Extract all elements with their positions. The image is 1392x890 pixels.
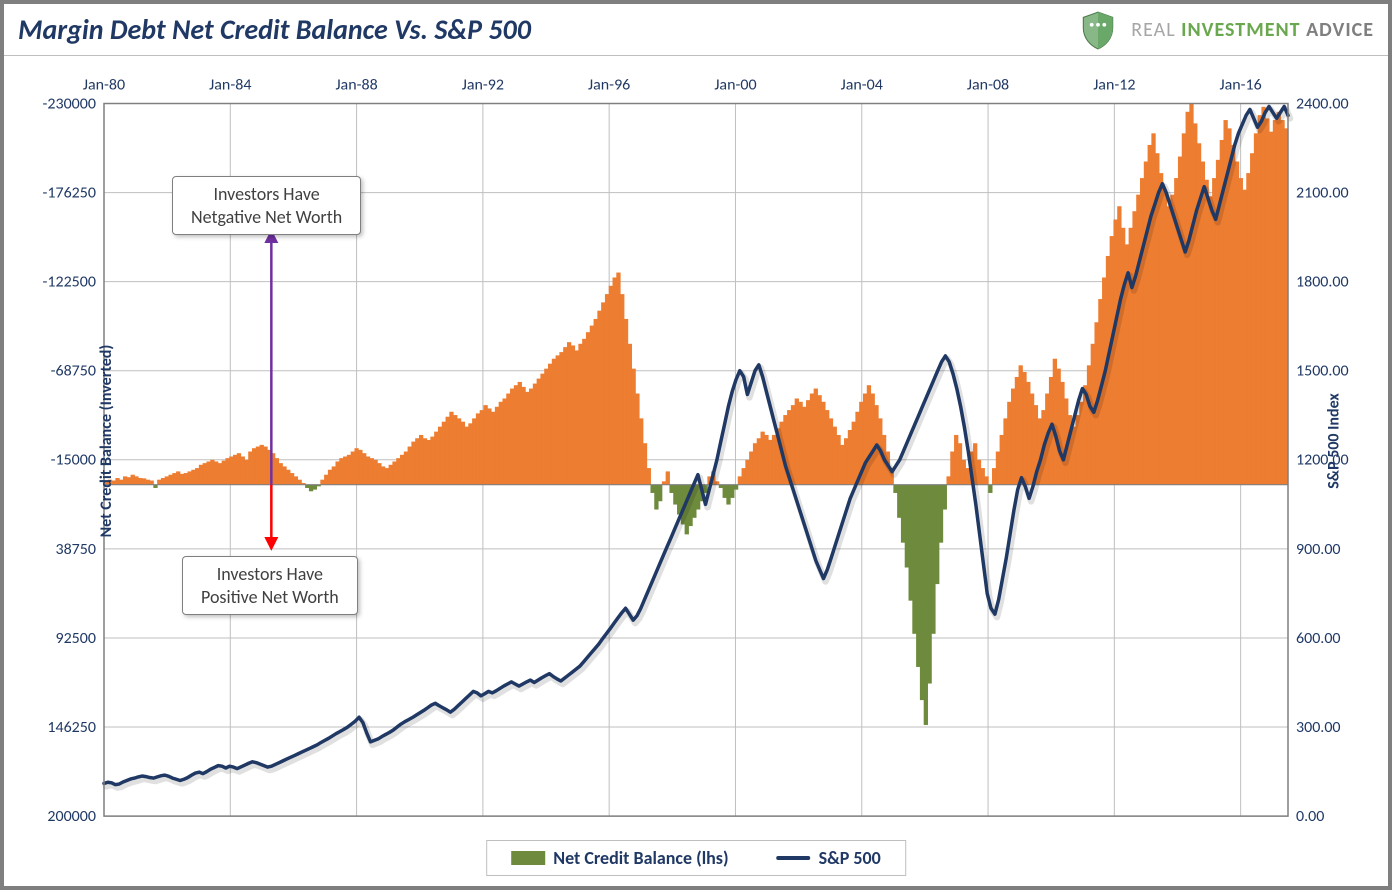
callout-positive-net-worth: Investors Have Positive Net Worth [182,556,358,615]
callout-negative-net-worth: Investors Have Netgative Net Worth [172,176,361,235]
legend-label-b: S&P 500 [819,847,881,869]
chart-title: Margin Debt Net Credit Balance Vs. S&P 5… [18,12,531,47]
svg-text:300.00: 300.00 [1296,718,1341,737]
shield-icon [1077,9,1119,51]
svg-text:Jan-80: Jan-80 [83,76,125,95]
svg-text:Jan-04: Jan-04 [841,76,883,95]
callout-bot-l2: Positive Net Worth [201,586,339,608]
svg-text:92500: 92500 [55,629,96,648]
left-axis-title: Net Credit Balance (Inverted) [97,345,116,538]
callout-bot-l1: Investors Have [217,563,323,585]
svg-text:Jan-12: Jan-12 [1093,76,1135,95]
svg-text:146250: 146250 [47,718,96,737]
svg-text:600.00: 600.00 [1296,629,1341,648]
svg-text:2100.00: 2100.00 [1296,184,1349,203]
svg-text:Jan-08: Jan-08 [967,76,1009,95]
brand-logo: REAL INVESTMENT ADVICE [1077,9,1374,51]
svg-text:Jan-00: Jan-00 [714,76,756,95]
plot-svg: -230000 -176250 -122500 -68750 -15000 38750 92… [4,56,1388,826]
chart-header: Margin Debt Net Credit Balance Vs. S&P 5… [4,4,1388,56]
svg-text:-122500: -122500 [42,273,96,292]
right-axis-title: S&P 500 Index [1325,393,1344,489]
brand-t1: REAL [1131,18,1175,42]
svg-text:-176250: -176250 [42,184,96,203]
callout-top-l1: Investors Have [213,183,319,205]
svg-text:1800.00: 1800.00 [1296,273,1349,292]
svg-text:Jan-92: Jan-92 [462,76,504,95]
svg-text:Jan-16: Jan-16 [1220,76,1262,95]
svg-text:0.00: 0.00 [1296,807,1324,826]
svg-text:-15000: -15000 [51,451,96,470]
svg-text:1500.00: 1500.00 [1296,362,1349,381]
svg-text:200000: 200000 [47,807,96,826]
legend-swatch-line [777,856,811,860]
brand-t2: INVESTMENT [1181,18,1300,42]
callout-top-l2: Netgative Net Worth [191,206,342,228]
legend-swatch-bars [511,851,545,865]
plot-area: Net Credit Balance (Inverted) S&P 500 In… [4,56,1388,826]
legend: Net Credit Balance (lhs) S&P 500 [486,840,906,876]
brand-t3: ADVICE [1306,18,1374,42]
svg-text:38750: 38750 [55,540,96,559]
svg-text:900.00: 900.00 [1296,540,1341,559]
legend-item-sp500: S&P 500 [777,847,881,869]
svg-text:2400.00: 2400.00 [1296,95,1349,114]
svg-text:Jan-96: Jan-96 [588,76,630,95]
svg-text:-230000: -230000 [42,95,96,114]
svg-text:Jan-88: Jan-88 [335,76,377,95]
legend-label-a: Net Credit Balance (lhs) [553,847,728,869]
legend-item-net-credit: Net Credit Balance (lhs) [511,847,728,869]
svg-text:-68750: -68750 [51,362,96,381]
svg-text:Jan-84: Jan-84 [209,76,251,95]
chart-frame: Margin Debt Net Credit Balance Vs. S&P 5… [0,0,1392,890]
brand-text: REAL INVESTMENT ADVICE [1131,18,1374,42]
